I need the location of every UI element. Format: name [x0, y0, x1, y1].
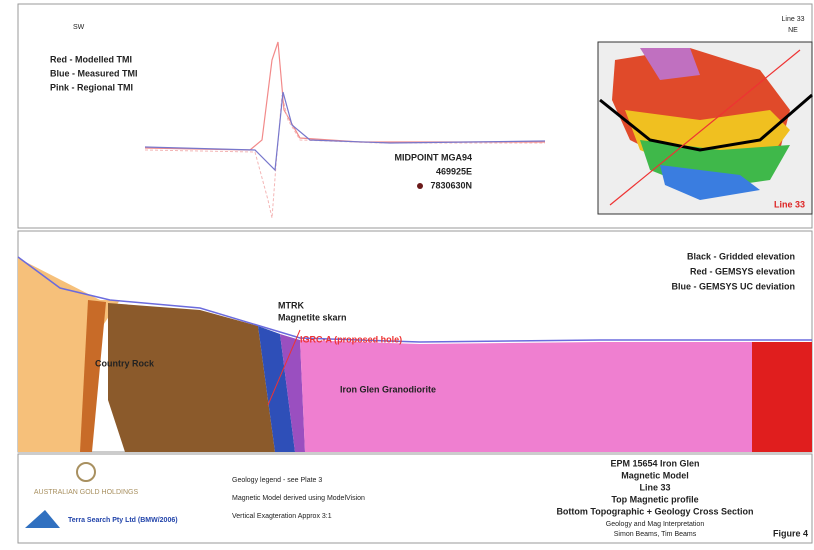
section-legend-red: Red - GEMSYS elevation [690, 266, 795, 276]
note-3: Vertical Exagteration Approx 3:1 [232, 513, 332, 520]
note-2: Magnetic Model derived using ModelVision [232, 495, 365, 502]
midpoint-easting: 469925E [436, 166, 472, 176]
company: AUSTRALIAN GOLD HOLDINGS [34, 489, 139, 496]
granodiorite-label: Iron Glen Granodiorite [340, 384, 436, 394]
midpoint-northing: 7830630N [430, 180, 472, 190]
legend-pink: Pink - Regional TMI [50, 82, 133, 92]
credits-2: Simon Beams, Tim Beams [614, 531, 697, 538]
country-rock-label: Country Rock [95, 358, 155, 368]
title-1: EPM 15654 Iron Glen [610, 458, 699, 468]
ne-label: NE [788, 27, 798, 34]
title-5: Bottom Topographic + Geology Cross Secti… [556, 506, 753, 516]
section-legend-black: Black - Gridded elevation [687, 251, 795, 261]
country-rock-brown [108, 303, 275, 452]
midpoint-title: MIDPOINT MGA94 [394, 152, 472, 162]
consultant: Terra Search Pty Ltd (BMW/2006) [68, 517, 178, 524]
hole-label: IGRC-A (proposed hole) [300, 334, 402, 344]
map-line-label: Line 33 [774, 199, 805, 209]
figure-label: Figure 4 [773, 528, 808, 538]
title-2: Magnetic Model [621, 470, 689, 480]
granodiorite [300, 340, 752, 452]
section-legend-blue: Blue - GEMSYS UC deviation [671, 281, 795, 291]
title-3: Line 33 [639, 482, 670, 492]
mtrk-label: MTRK [278, 300, 304, 310]
credits-1: Geology and Mag Interpretation [606, 521, 705, 528]
figure: SW Line 33 NE Red - Modelled TMI Blue - … [0, 0, 814, 545]
sw-label: SW [73, 24, 85, 31]
midpoint-marker [417, 183, 423, 189]
legend-red: Red - Modelled TMI [50, 54, 132, 64]
note-1: Geology legend - see Plate 3 [232, 477, 322, 484]
map-inset: Line 33 [598, 42, 812, 214]
legend-blue: Blue - Measured TMI [50, 68, 138, 78]
title-4: Top Magnetic profile [611, 494, 698, 504]
red-unit [752, 342, 812, 452]
skarn-label: Magnetite skarn [278, 312, 347, 322]
line-label: Line 33 [782, 16, 805, 23]
